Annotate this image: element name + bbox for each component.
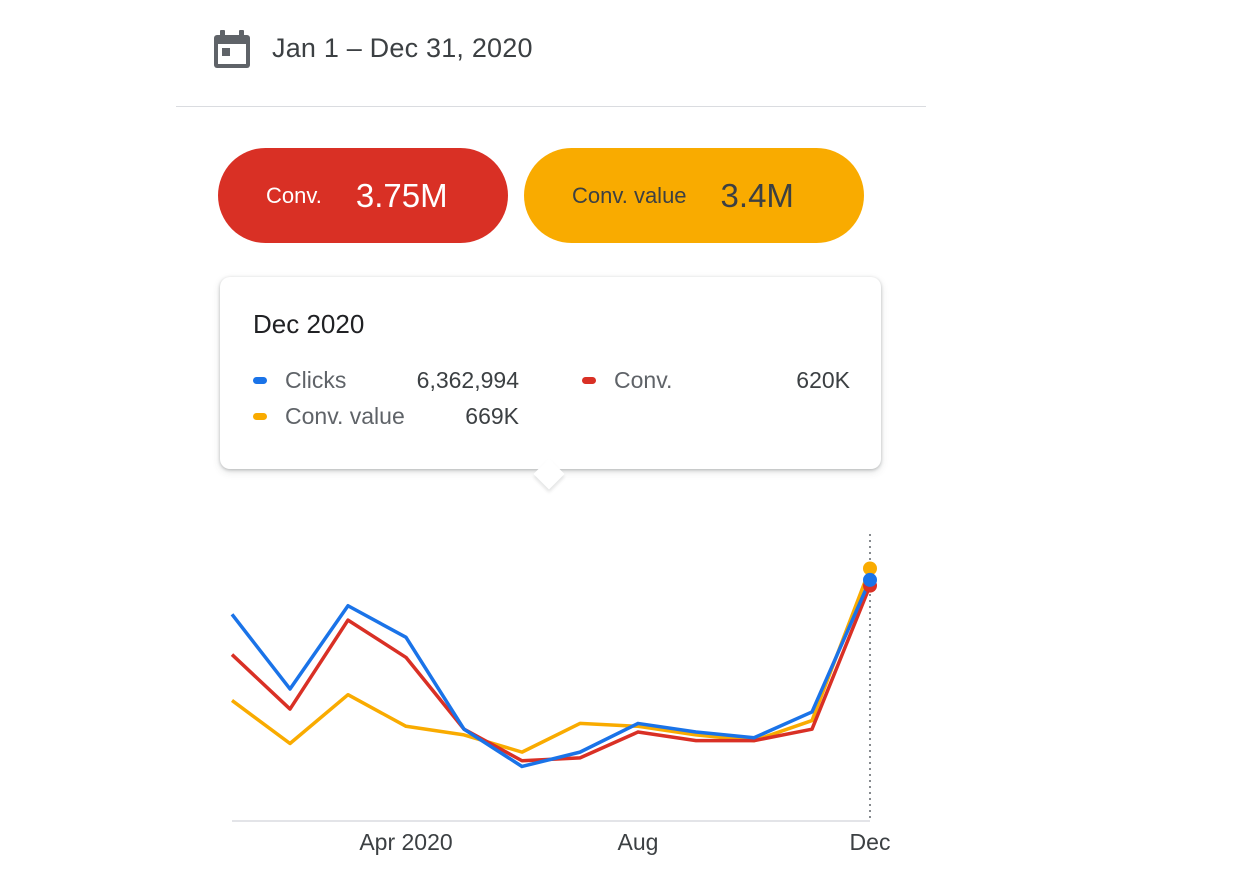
tooltip-title: Dec 2020 (253, 309, 365, 339)
date-range-bar[interactable]: Jan 1 – Dec 31, 2020 (176, 0, 926, 107)
conv-value-legend-dot (253, 413, 267, 420)
tooltip-item-conv: Conv. (582, 367, 672, 394)
calendar-icon (214, 30, 250, 68)
chart-tooltip: Dec 2020 Clicks 6,362,994 Conv. 620K Con… (220, 277, 881, 490)
conv-chip-value: 3.75M (355, 176, 448, 214)
conv-legend-dot (582, 377, 596, 384)
conv-metric-chip[interactable]: Conv. 3.75M (218, 148, 508, 243)
conv-chip-label: Conv. (266, 182, 322, 208)
x-tick-labels: Apr 2020 Aug Dec (359, 829, 890, 855)
series-line-clicks (230, 579, 872, 769)
conv-value-chip-value: 3.4M (720, 176, 794, 214)
tooltip-item-value: 669K (465, 403, 519, 429)
tooltip-item-conv-value: Conv. value (253, 403, 405, 430)
x-tick-label: Apr 2020 (359, 829, 452, 855)
tooltip-item-value: 620K (796, 367, 850, 393)
series-line-conv-value (230, 567, 872, 754)
tooltip-item-label: Conv. (614, 367, 673, 393)
series-layer (230, 561, 877, 769)
highlight-point-clicks[interactable] (863, 572, 877, 587)
highlight-point-conv-value[interactable] (863, 561, 877, 576)
x-tick-label: Dec (850, 829, 891, 855)
clicks-legend-dot (253, 377, 267, 384)
conv-value-chip-label: Conv. value (572, 182, 687, 208)
date-range-label[interactable]: Jan 1 – Dec 31, 2020 (272, 33, 533, 63)
conv-value-metric-chip[interactable]: Conv. value 3.4M (524, 148, 864, 243)
tooltip-item-value: 6,362,994 (416, 367, 519, 393)
tooltip-item-clicks: Clicks (253, 367, 346, 394)
x-tick-label: Aug (618, 829, 659, 855)
tooltip-item-label: Clicks (285, 367, 347, 393)
tooltip-item-label: Conv. value (285, 403, 405, 429)
